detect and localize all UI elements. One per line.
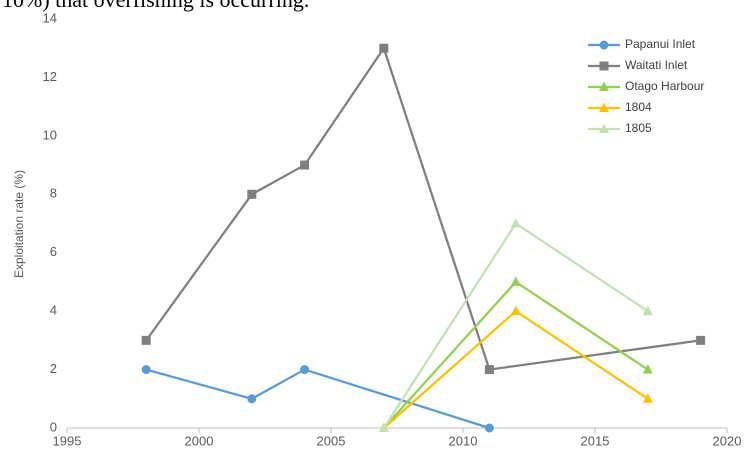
data-point (484, 365, 494, 375)
y-tick-label: 8 (50, 186, 57, 201)
data-point (247, 189, 257, 199)
data-point (510, 218, 521, 228)
legend-label: 1804 (625, 100, 652, 114)
data-point (510, 276, 521, 286)
x-tick-label: 2000 (185, 433, 214, 448)
y-tick-label: 6 (50, 244, 57, 259)
data-point (696, 335, 706, 345)
x-tick-label: 2020 (713, 433, 742, 448)
data-point (379, 43, 389, 53)
y-tick-label: 2 (50, 361, 57, 376)
series-line (382, 221, 649, 429)
legend-label: Waitati Inlet (625, 58, 688, 72)
legend-marker (599, 61, 609, 71)
legend-marker (599, 40, 609, 50)
x-tick-label: 2010 (449, 433, 478, 448)
legend-marker (599, 102, 609, 112)
data-point (141, 335, 151, 345)
text-fragment: 10%) that overfishing is occurring. (2, 0, 309, 12)
y-axis-label: Exploitation rate (%) (12, 170, 26, 278)
legend-label: 1805 (625, 121, 652, 135)
series-line (383, 309, 649, 429)
series-line (145, 45, 701, 371)
legend-marker (599, 81, 609, 91)
x-tick-label: 1995 (53, 433, 82, 448)
data-point (378, 422, 389, 432)
data-point (642, 305, 653, 316)
data-point (141, 365, 151, 375)
data-point (300, 365, 310, 375)
data-point (300, 160, 310, 170)
data-point (642, 364, 653, 374)
y-tick-label: 4 (50, 303, 57, 318)
y-tick-label: 0 (50, 419, 57, 434)
series-line (145, 368, 490, 430)
y-tick-label: 10 (43, 127, 57, 142)
x-tick-label: 2005 (317, 433, 346, 448)
data-point (510, 305, 521, 316)
data-point (484, 423, 494, 433)
data-point (247, 394, 257, 404)
legend-marker (599, 123, 609, 133)
data-point (642, 393, 653, 403)
legend-label: Papanui Inlet (625, 37, 696, 51)
legend-label: Otago Harbour (625, 79, 704, 93)
y-tick-label: 14 (43, 10, 57, 25)
x-tick-label: 2015 (581, 433, 610, 448)
y-tick-label: 12 (43, 69, 57, 84)
